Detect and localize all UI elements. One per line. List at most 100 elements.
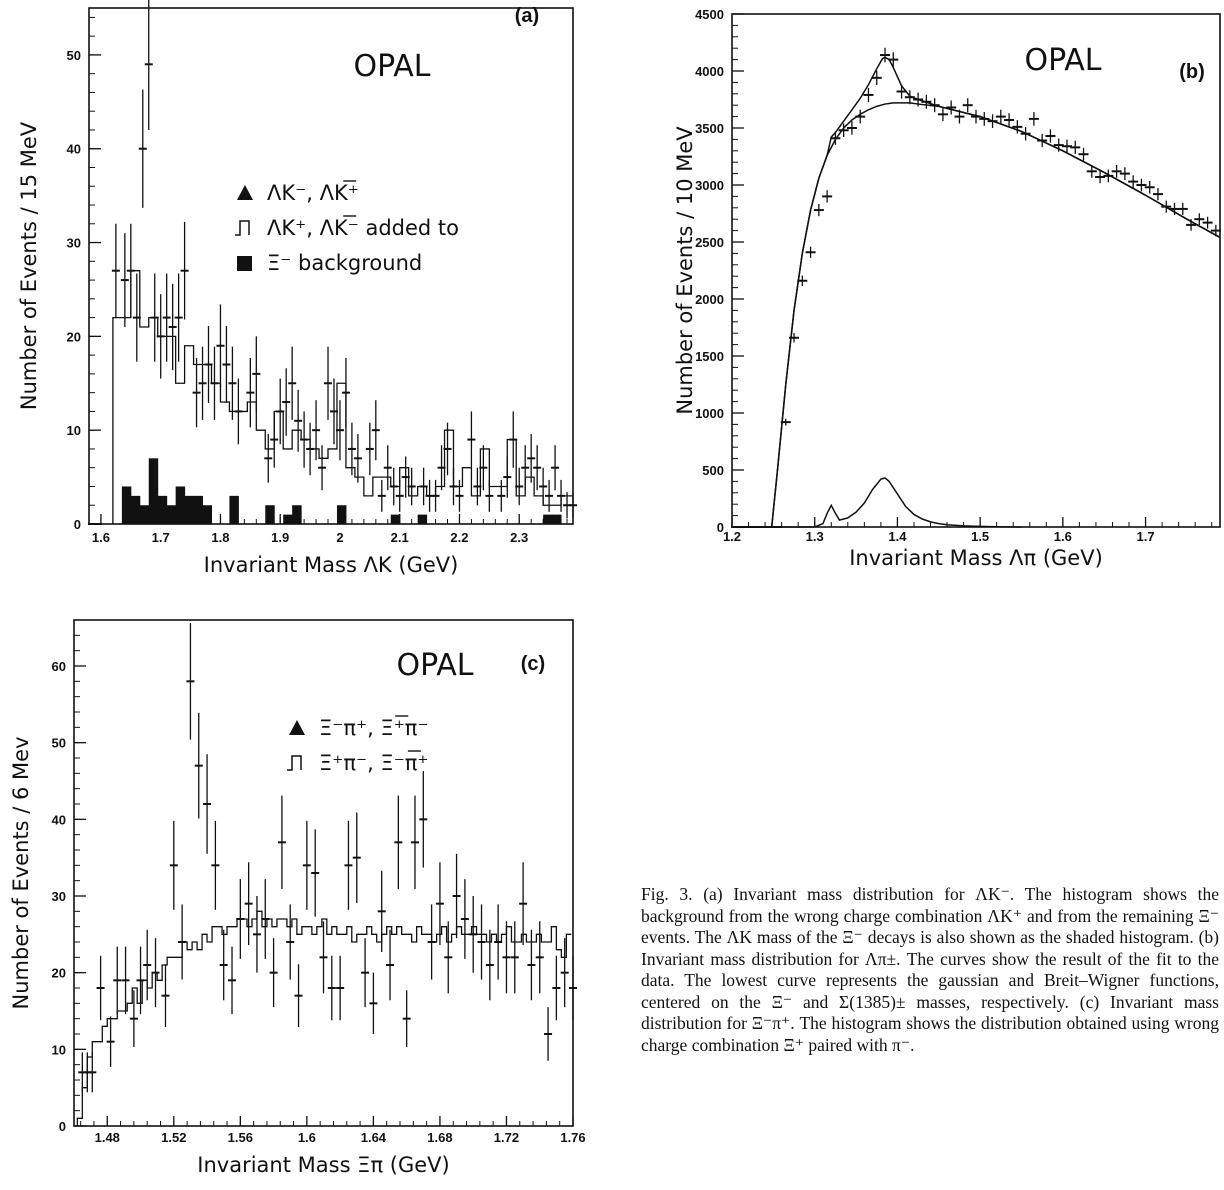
y-tick-label: 30 [67,236,81,251]
data-point [813,204,824,217]
data-point [460,879,469,959]
shaded-bar [148,458,159,524]
data-point [143,929,152,1001]
y-tick-label: 2000 [695,292,724,307]
x-axis-label: Invariant Mass Λπ (GeV) [849,546,1103,570]
data-point [1045,129,1056,143]
x-tick-label: 1.64 [361,1130,387,1145]
x-tick-label: 2.1 [391,530,409,545]
data-point [198,346,207,420]
data-point [527,433,536,483]
y-tick-label: 4500 [695,7,724,22]
data-point [444,921,453,994]
figure-caption: Fig. 3. (a) Invariant mass distribution … [641,884,1219,1055]
legend-item: ΛK⁻, ΛK⁺ [237,181,359,205]
data-point [846,121,857,135]
y-tick-label: 10 [67,423,81,438]
shaded-bar [417,514,428,524]
plot-frame [88,7,574,525]
data-point [180,221,189,320]
x-tick-label: 2 [336,530,343,545]
data-point [192,357,201,428]
data-point [1028,112,1039,126]
legend-item: ΛK⁺, ΛK⁻ added to [235,216,459,240]
data-point [222,326,231,403]
data-point [336,955,345,1021]
data-point [1070,140,1081,154]
data-point [371,400,380,461]
data-point [410,795,419,890]
data-point [1136,178,1147,192]
x-tick-label: 1.72 [494,1130,519,1145]
chart-panel-2: 1.48 1.52 1.56 1.6 1.64 1.68 1.72 1.76 0 10 20 30 40… [9,619,586,1177]
histogram-line [76,910,572,1126]
legend-label: ΛK⁺, ΛK⁻ added to [267,216,459,240]
data-point [286,904,295,980]
shaded-bar [139,505,150,524]
data-point [106,1016,115,1067]
histogram-line [112,270,573,524]
data-point [277,795,286,890]
data-point [168,283,177,371]
data-point [219,929,228,1001]
data-point [946,100,957,115]
x-tick-label: 1.52 [161,1130,186,1145]
data-point [302,820,311,910]
data-point [264,433,273,483]
data-point [477,904,486,980]
data-point [1194,213,1205,226]
y-tick-label: 2500 [695,235,724,250]
data-point [880,47,891,63]
shaded-bar [336,505,347,524]
shaded-bar [543,514,553,524]
data-point [269,938,278,1008]
legend-label: Ξ⁺π⁻, Ξ⁻π⁺ [319,751,429,775]
y-tick-label: 4000 [695,64,724,79]
fit-curve-background [770,102,1221,528]
y-axis-label: Number of Events / 10 MeV [673,126,697,415]
data-point [88,1052,97,1093]
y-tick-label: 40 [52,812,66,827]
shaded-bar [157,495,168,524]
data-point [369,972,378,1034]
legend-label: Ξ⁻π⁺, Ξ⁺π⁻ [319,716,429,740]
data-point [394,795,403,890]
data-point [319,921,328,994]
x-tick-label: 1.68 [427,1130,452,1145]
chart-title: OPAL [1024,43,1101,78]
data-point [535,921,544,994]
triangle-marker-icon [237,185,253,200]
y-tick-label: 40 [67,142,81,157]
data-point [216,304,225,388]
data-point [1086,164,1097,178]
data-point [353,433,362,483]
shaded-bar [229,495,239,524]
fit-curve-fit [770,56,1221,528]
data-point [510,921,519,994]
data-point [995,109,1006,124]
panel-label: (b) [1179,61,1205,83]
data-point [365,422,374,476]
data-point [527,929,536,1001]
data-point [386,929,395,1001]
data-point [1004,113,1015,127]
data-point [344,820,353,910]
data-point [203,754,212,854]
x-tick-label: 1.6 [1054,529,1072,544]
data-point [467,411,476,468]
y-tick-label: 3000 [695,178,724,193]
data-point [111,223,120,318]
plot-frame [73,619,574,1127]
data-point [569,955,577,1021]
y-tick-label: 0 [59,1119,66,1134]
data-point [419,771,428,868]
data-point [294,964,303,1028]
shaded-bar [552,514,562,524]
data-point [544,1007,553,1061]
data-point [1078,147,1089,161]
x-tick-label: 1.6 [92,530,110,545]
plot-frame [731,13,1221,528]
x-tick-label: 1.4 [888,529,907,544]
shaded-bar [166,505,177,524]
